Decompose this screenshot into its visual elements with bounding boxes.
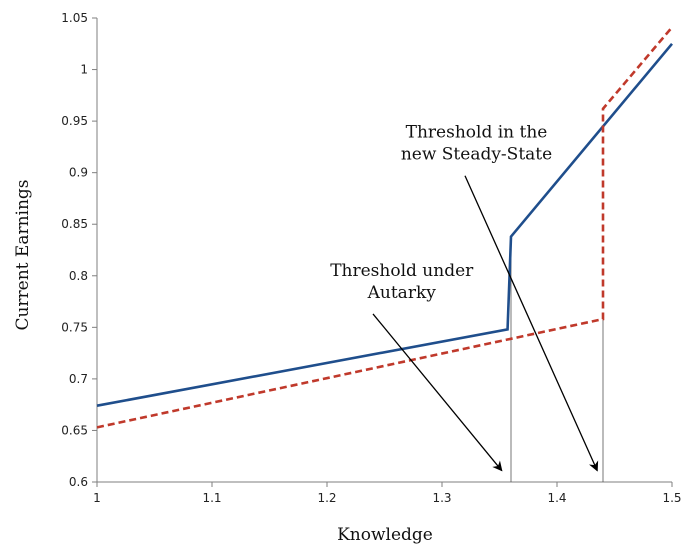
tick-labels: 0.6 0.65 0.7 0.75 0.8 0.85 0.9 0.95 1 1.05 1 1.1 1.2… — [61, 11, 681, 505]
annotation-text: Threshold under — [330, 261, 474, 281]
y-tick-label: 0.6 — [69, 475, 88, 489]
y-tick-label: 0.75 — [61, 320, 88, 334]
x-tick-label: 1.5 — [662, 491, 681, 505]
y-tick-label: 0.8 — [69, 269, 88, 283]
x-tick-label: 1 — [93, 491, 101, 505]
y-tick-label: 1.05 — [61, 11, 88, 25]
y-tick-label: 1 — [80, 63, 88, 77]
y-tick-label: 0.95 — [61, 114, 88, 128]
y-tick-label: 0.9 — [69, 166, 88, 180]
x-axis-title: Knowledge — [337, 525, 433, 545]
y-tick-label: 0.85 — [61, 217, 88, 231]
dashed-series-line — [96, 26, 673, 429]
axes — [92, 17, 673, 487]
y-tick-label: 0.7 — [69, 372, 88, 386]
y-axis-title: Current Earnings — [13, 179, 33, 330]
annotation-arrow — [464, 175, 599, 472]
x-tick-label: 1.3 — [432, 491, 451, 505]
x-tick-label: 1.4 — [547, 491, 566, 505]
y-tick-label: 0.65 — [61, 423, 88, 437]
annotation-text: Threshold in the — [406, 123, 548, 143]
x-tick-label: 1.2 — [317, 491, 336, 505]
x-tick-label: 1.1 — [202, 491, 221, 505]
annotation-arrow — [372, 313, 503, 472]
series-layer — [96, 26, 673, 429]
threshold-guides — [510, 236, 604, 482]
solid-series-line — [96, 42, 673, 407]
annotation-text: new Steady-State — [401, 145, 552, 165]
annotation-text: Autarky — [367, 283, 437, 303]
